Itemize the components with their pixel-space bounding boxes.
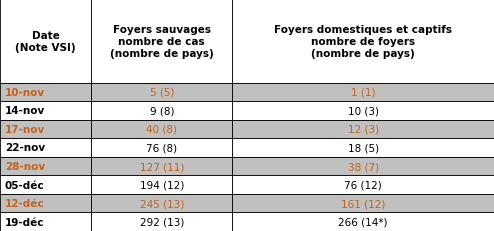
Bar [91, 176, 232, 194]
Bar [0, 83, 91, 102]
Bar [232, 213, 494, 231]
Text: Foyers domestiques et captifs
nombre de foyers
(nombre de pays): Foyers domestiques et captifs nombre de … [274, 25, 452, 58]
Bar [91, 120, 232, 139]
Bar [0, 102, 91, 120]
Bar [232, 102, 494, 120]
Text: 18 (5): 18 (5) [347, 143, 379, 153]
Text: 9 (8): 9 (8) [150, 106, 174, 116]
Bar [232, 0, 494, 83]
Bar [0, 176, 91, 194]
Text: Foyers sauvages
nombre de cas
(nombre de pays): Foyers sauvages nombre de cas (nombre de… [110, 25, 214, 58]
Text: 194 (12): 194 (12) [140, 180, 184, 190]
Text: 22-nov: 22-nov [5, 143, 45, 153]
Bar [232, 157, 494, 176]
Text: 245 (13): 245 (13) [140, 198, 184, 208]
Bar [0, 139, 91, 157]
Bar [0, 0, 91, 83]
Bar [0, 120, 91, 139]
Bar [0, 157, 91, 176]
Text: 05-déc: 05-déc [5, 180, 44, 190]
Bar [91, 194, 232, 213]
Text: 10-nov: 10-nov [5, 87, 45, 97]
Text: 5 (5): 5 (5) [150, 87, 174, 97]
Bar [232, 139, 494, 157]
Bar [91, 83, 232, 102]
Bar [232, 120, 494, 139]
Text: 28-nov: 28-nov [5, 161, 45, 171]
Bar [91, 213, 232, 231]
Bar [91, 157, 232, 176]
Bar [0, 213, 91, 231]
Text: 12-déc: 12-déc [5, 198, 44, 208]
Text: 19-déc: 19-déc [5, 217, 44, 227]
Text: 266 (14*): 266 (14*) [338, 217, 388, 227]
Text: 40 (8): 40 (8) [146, 124, 177, 134]
Text: 76 (8): 76 (8) [146, 143, 177, 153]
Text: 12 (3): 12 (3) [347, 124, 379, 134]
Text: 17-nov: 17-nov [5, 124, 45, 134]
Bar [91, 102, 232, 120]
Bar [91, 0, 232, 83]
Bar [232, 83, 494, 102]
Bar [232, 176, 494, 194]
Text: 76 (12): 76 (12) [344, 180, 382, 190]
Text: 161 (12): 161 (12) [341, 198, 385, 208]
Text: 38 (7): 38 (7) [347, 161, 379, 171]
Text: 14-nov: 14-nov [5, 106, 45, 116]
Bar [0, 194, 91, 213]
Text: 1 (1): 1 (1) [351, 87, 375, 97]
Text: 10 (3): 10 (3) [348, 106, 378, 116]
Text: Date
(Note VSI): Date (Note VSI) [15, 31, 76, 52]
Bar [91, 139, 232, 157]
Text: 292 (13): 292 (13) [140, 217, 184, 227]
Text: 127 (11): 127 (11) [140, 161, 184, 171]
Bar [232, 194, 494, 213]
